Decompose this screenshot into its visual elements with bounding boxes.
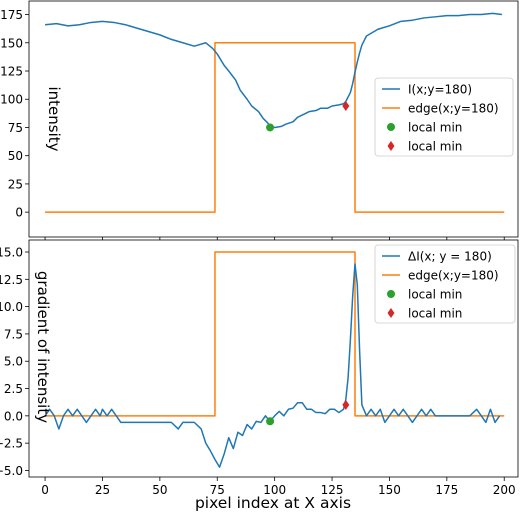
bottom-x-tick-label: 100 xyxy=(263,483,286,497)
bottom-y-tick-label: −5.0 xyxy=(0,464,23,478)
bottom-y-tick-label: −2.5 xyxy=(0,437,23,451)
bottom-legend-label-3: local min xyxy=(408,307,462,321)
top-y-tick-label: 100 xyxy=(0,93,23,107)
bottom-x-tick-label: 150 xyxy=(378,483,401,497)
top-legend: I(x;y=180) edge(x;y=180) local min local mi… xyxy=(374,77,514,157)
bottom-legend-box xyxy=(374,244,516,324)
top-legend-box xyxy=(374,77,514,157)
bottom-y-tick-label: 15.0 xyxy=(0,246,23,260)
x-axis-label: pixel index at X axis xyxy=(195,494,351,512)
bottom-y-tick-label: 10.0 xyxy=(0,300,23,314)
top-series-line-1 xyxy=(45,42,505,213)
bottom-y-axis-label: gradient of intensity xyxy=(34,271,52,423)
bottom-legend-label-0: ΔI(x; y = 180) xyxy=(408,250,492,264)
bottom-y-tick-label: 2.5 xyxy=(4,382,23,396)
bottom-y-tick-label: 0.0 xyxy=(4,409,23,423)
bottom-x-tick-label: 50 xyxy=(152,483,167,497)
top-panel: 0 25 50 75 100 125 150 175 I(x;y=180) edge(x;y=1… xyxy=(0,0,519,241)
bottom-y-tick-label: 12.5 xyxy=(0,273,23,287)
bottom-y-ticks: −5.0 −2.5 0.0 2.5 5.0 7.5 10.0 12.5 15.0 xyxy=(0,246,29,478)
bottom-legend-label-2: local min xyxy=(408,288,462,302)
bottom-x-tick-label: 125 xyxy=(321,483,344,497)
top-y-tick-label: 125 xyxy=(0,65,23,79)
top-y-tick-label: 175 xyxy=(0,8,23,22)
bottom-local-min-point-green xyxy=(266,417,275,426)
top-y-tick-label: 75 xyxy=(8,121,23,135)
top-local-min-point-green xyxy=(266,123,275,132)
bottom-panel: −5.0 −2.5 0.0 2.5 5.0 7.5 10.0 12.5 15.0 0 25 50 75… xyxy=(0,239,519,497)
top-legend-label-3: local min xyxy=(408,140,462,154)
top-y-tick-label: 50 xyxy=(8,149,23,163)
bottom-series xyxy=(44,251,505,468)
bottom-legend-marker-circle xyxy=(387,290,395,298)
bottom-x-tick-label: 0 xyxy=(41,483,49,497)
top-series xyxy=(44,12,505,213)
top-y-tick-label: 0 xyxy=(15,206,23,220)
top-local-min-point-red xyxy=(342,101,350,112)
bottom-legend-marker-diamond xyxy=(387,308,395,318)
top-legend-label-1: edge(x;y=180) xyxy=(408,102,499,116)
top-y-axis-label: intensity xyxy=(45,86,63,151)
top-legend-label-0: I(x;y=180) xyxy=(408,83,472,97)
bottom-y-tick-label: 5.0 xyxy=(4,355,23,369)
bottom-x-tick-label: 175 xyxy=(435,483,458,497)
bottom-y-tick-label: 7.5 xyxy=(4,327,23,341)
bottom-series-line-0 xyxy=(44,263,501,468)
top-legend-marker-circle xyxy=(387,123,395,131)
bottom-legend-label-1: edge(x;y=180) xyxy=(408,269,499,283)
top-legend-marker-diamond xyxy=(387,141,395,151)
bottom-series-line-1 xyxy=(45,251,505,417)
bottom-local-min-point-red xyxy=(342,399,350,410)
bottom-x-tick-label: 75 xyxy=(210,483,225,497)
bottom-x-tick-label: 25 xyxy=(95,483,110,497)
top-y-tick-label: 25 xyxy=(8,177,23,191)
top-y-tick-label: 150 xyxy=(0,36,23,50)
top-y-ticks: 0 25 50 75 100 125 150 175 xyxy=(0,8,29,220)
bottom-x-ticks: 0 25 50 75 100 125 150 175 200 xyxy=(41,477,516,497)
bottom-legend: ΔI(x; y = 180) edge(x;y=180) local min loca… xyxy=(374,244,516,324)
top-legend-label-2: local min xyxy=(408,121,462,135)
top-series-line-0 xyxy=(44,12,503,129)
bottom-x-tick-label: 200 xyxy=(493,483,516,497)
